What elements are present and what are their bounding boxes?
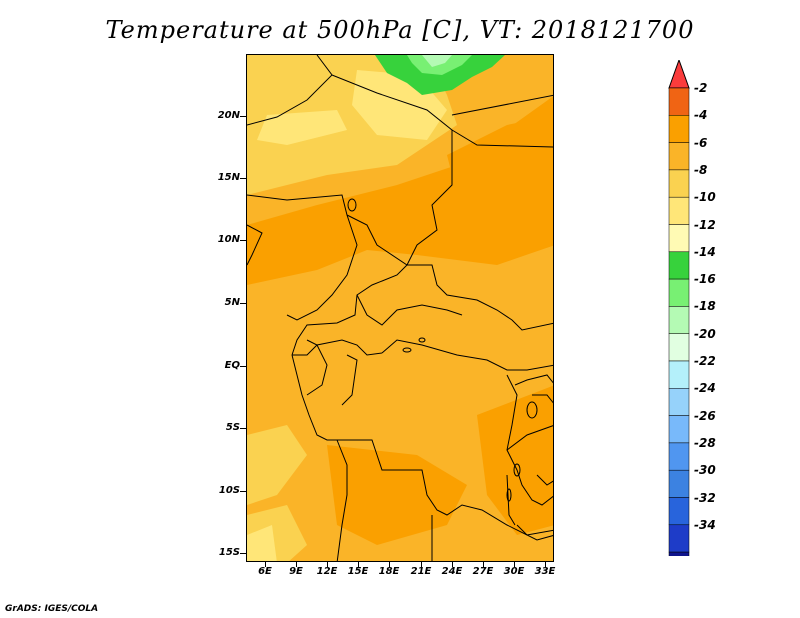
lat-tick [240, 491, 246, 492]
lat-label-15n: 15N [217, 172, 240, 183]
lon-label-21e: 21E [410, 566, 432, 577]
lon-label-6e: 6E [258, 566, 272, 577]
lon-label-9e: 9E [289, 566, 303, 577]
colorbar-label: -14 [694, 244, 716, 259]
lon-tick [389, 562, 390, 567]
colorbar-swatch [668, 415, 690, 444]
colorbar-label: -4 [694, 108, 708, 123]
lon-tick [452, 562, 453, 567]
colorbar-label: -32 [694, 490, 716, 505]
colorbar-label: -16 [694, 272, 716, 287]
lake-outlines [347, 198, 538, 502]
colorbar-swatch [668, 524, 690, 553]
colorbar-swatch [668, 224, 690, 253]
lon-label-12e: 12E [316, 566, 338, 577]
field-pale-yellow-south [247, 525, 277, 561]
colorbar-label: -6 [694, 135, 708, 150]
colorbar-swatch [668, 278, 690, 307]
lon-label-24e: 24E [441, 566, 463, 577]
map-borders [247, 55, 553, 561]
colorbar-label: -2 [694, 81, 708, 95]
lat-tick [240, 240, 246, 241]
colorbar-label: -8 [694, 162, 708, 177]
field-green-core [375, 55, 505, 95]
lat-tick [240, 303, 246, 304]
colorbar-label: -10 [694, 190, 716, 205]
lat-label-20n: 20N [217, 110, 240, 121]
colorbar-top-arrow [668, 60, 690, 89]
lat-tick [240, 116, 246, 117]
colorbar-swatch [668, 551, 690, 556]
lon-label-18e: 18E [378, 566, 400, 577]
lon-tick [514, 562, 515, 567]
colorbar-swatch [668, 87, 690, 116]
colorbar-swatch [668, 497, 690, 526]
colorbar-label: -34 [694, 517, 716, 532]
field-dark-orange-east [447, 115, 553, 195]
lat-label-eq: EQ [224, 360, 240, 371]
lon-tick [483, 562, 484, 567]
temperature-map [246, 54, 554, 562]
map-canvas [247, 55, 553, 561]
lon-label-27e: 27E [472, 566, 494, 577]
colorbar-swatch [668, 115, 690, 143]
lon-label-30e: 30E [503, 566, 525, 577]
colorbar-swatch [668, 306, 690, 334]
field-pale-yellow-northwest [257, 110, 347, 145]
colorbar-swatch [668, 469, 690, 498]
lat-tick [240, 553, 246, 554]
map-title: Temperature at 500hPa [C], VT: 201812170… [105, 16, 695, 44]
colorbar-swatch [668, 388, 690, 416]
lon-tick [545, 562, 546, 567]
colorbar-label: -30 [694, 463, 716, 478]
colorbar-swatch [668, 196, 690, 225]
lat-label-10s: 10S [218, 485, 240, 496]
field-dark-orange-southeast [477, 385, 553, 535]
colorbar-swatch [668, 251, 690, 280]
lon-label-33e: 33E [534, 566, 556, 577]
field-dark-orange-west [247, 220, 377, 270]
colorbar-label: -22 [694, 354, 716, 368]
field-pale-green-core [422, 55, 452, 67]
field-light-orange-southwest [247, 425, 307, 505]
lon-tick [265, 562, 266, 567]
lat-tick [240, 428, 246, 429]
colorbar-label: -18 [694, 299, 716, 314]
lat-label-10n: 10N [217, 234, 240, 245]
lat-tick [240, 366, 246, 367]
grads-credit: GrADS: IGES/COLA [5, 604, 99, 614]
colorbar-label: -12 [694, 217, 716, 232]
lon-tick [296, 562, 297, 567]
colorbar [668, 60, 690, 556]
colorbar-label: -28 [694, 435, 716, 450]
colorbar-swatch [668, 169, 690, 198]
lon-tick [327, 562, 328, 567]
lat-label-5s: 5S [225, 422, 240, 433]
colorbar-label: -24 [694, 381, 716, 396]
colorbar-swatch [668, 442, 690, 471]
colorbar-swatch [668, 360, 690, 389]
lon-tick [421, 562, 422, 567]
colorbar-swatch [668, 333, 690, 362]
lat-tick [240, 178, 246, 179]
lat-label-15s: 15S [218, 547, 240, 558]
lon-tick [358, 562, 359, 567]
colorbar-swatch [668, 142, 690, 171]
colorbar-label: -20 [694, 326, 716, 341]
lon-label-15e: 15E [347, 566, 369, 577]
field-light-green-core [407, 55, 472, 75]
colorbar-label: -26 [694, 408, 716, 423]
lat-label-5n: 5N [224, 297, 240, 308]
